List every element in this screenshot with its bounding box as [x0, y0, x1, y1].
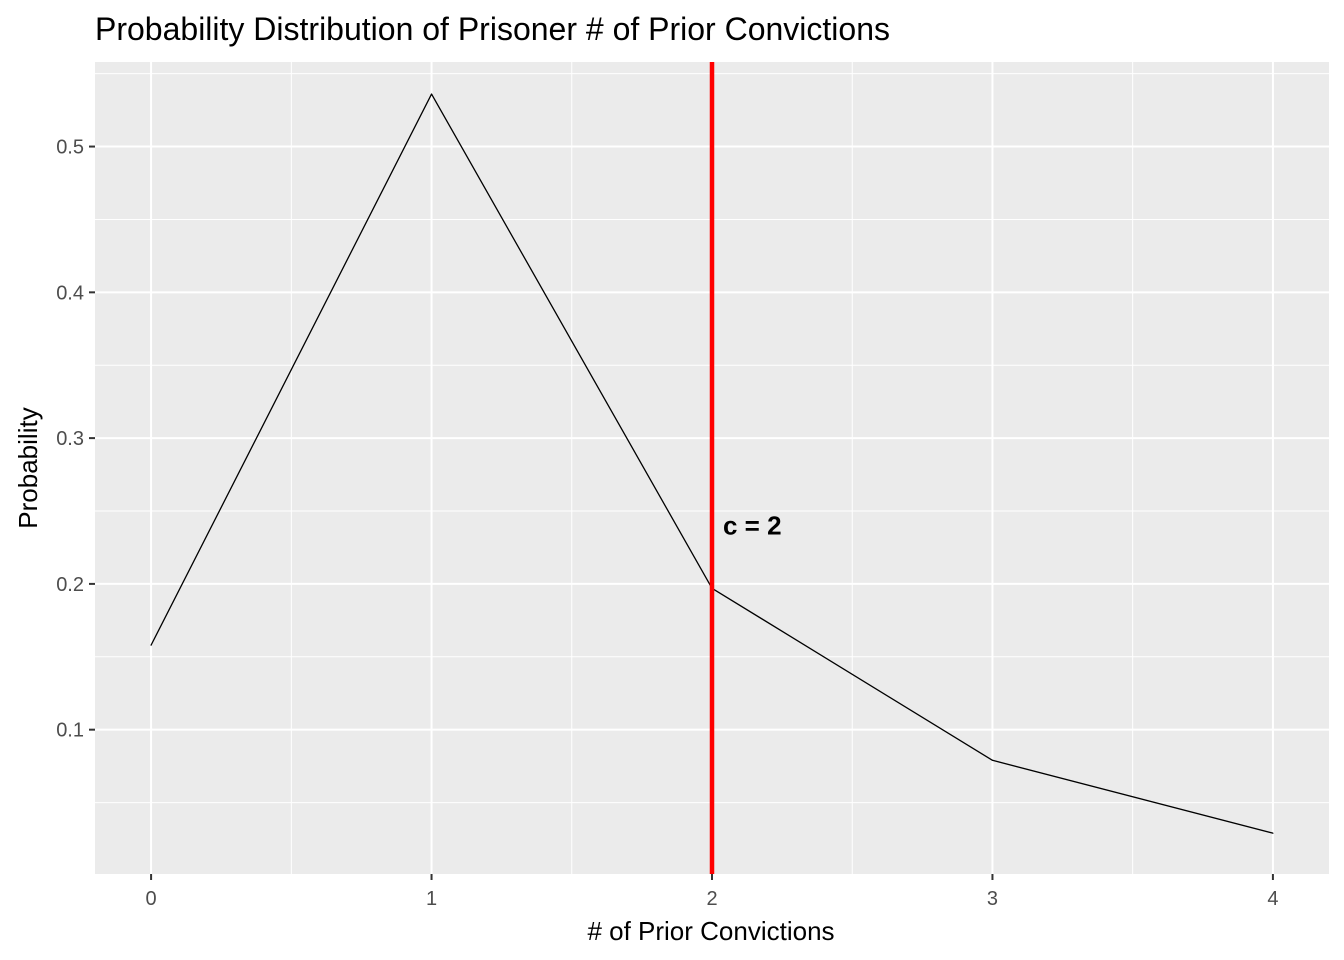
y-tick-label: 0.4 [56, 282, 84, 304]
y-axis-title: Probability [13, 407, 43, 528]
x-tick-label: 2 [706, 888, 717, 910]
x-axis-title: # of Prior Convictions [587, 916, 834, 946]
data-point [1272, 832, 1274, 834]
x-tick-label: 1 [426, 888, 437, 910]
data-point [150, 644, 152, 646]
y-tick-label: 0.5 [56, 137, 84, 159]
x-tick-label: 4 [1267, 888, 1278, 910]
annotation-label: c = 2 [723, 511, 782, 541]
y-tick-label: 0.1 [56, 720, 84, 742]
y-tick-label: 0.3 [56, 428, 84, 450]
x-tick-label: 0 [146, 888, 157, 910]
chart-title: Probability Distribution of Prisoner # o… [95, 11, 890, 47]
data-point [991, 759, 994, 761]
y-axis-ticks: 0.1 0.2 0.3 0.4 0.5 [56, 137, 95, 742]
x-axis-ticks: 0 1 2 3 4 [146, 874, 1278, 910]
x-tick-label: 3 [987, 888, 998, 910]
y-tick-label: 0.2 [56, 574, 84, 596]
data-point [430, 93, 433, 95]
